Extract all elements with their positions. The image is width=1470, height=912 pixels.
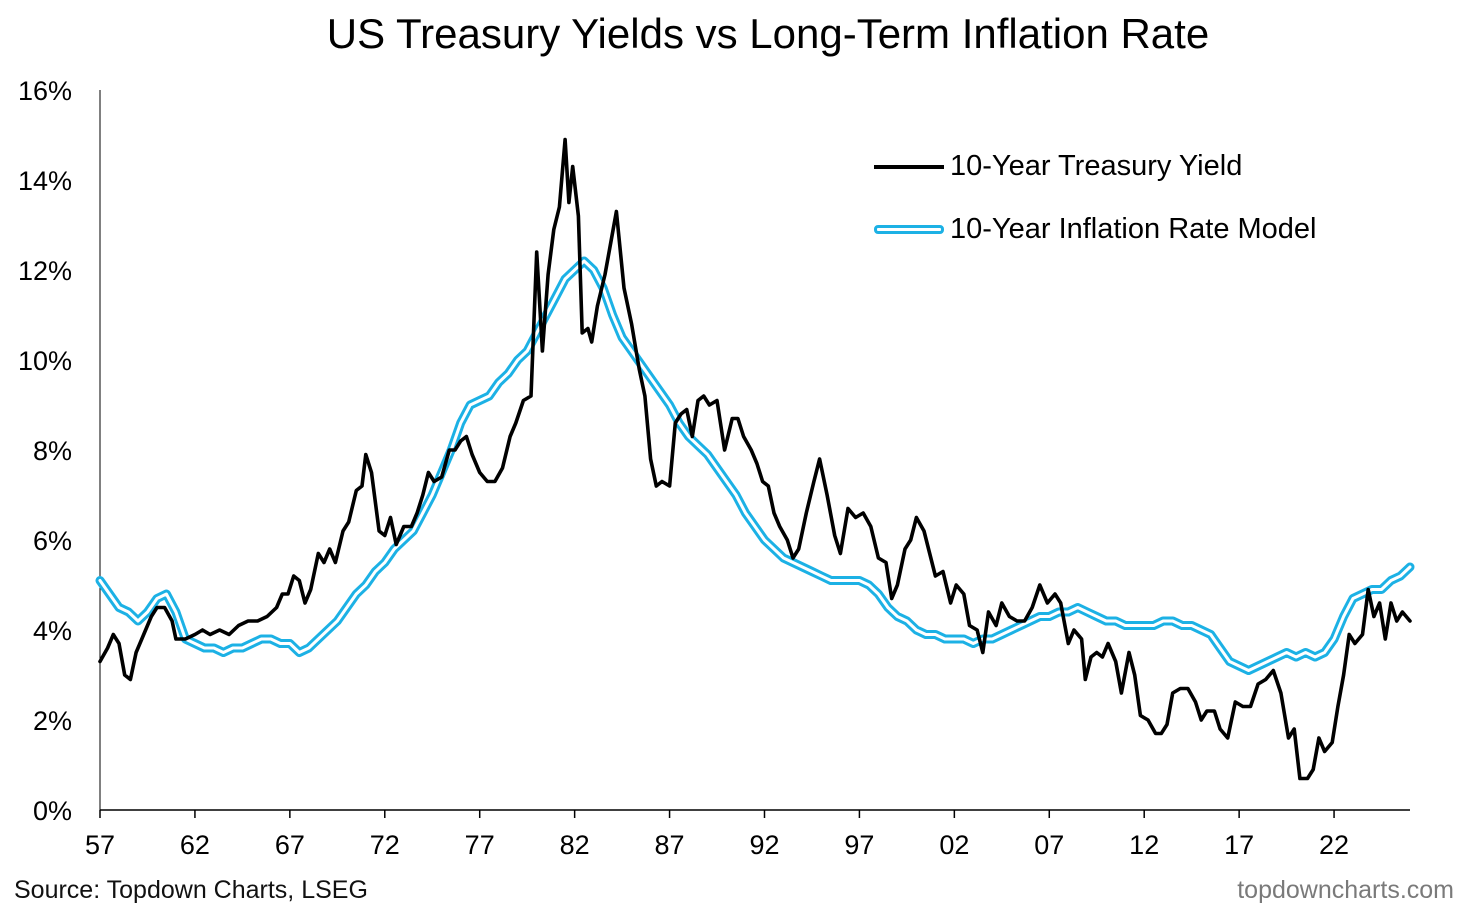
legend-item-yield: 10-Year Treasury Yield — [874, 150, 1242, 183]
series-layer — [95, 137, 1415, 781]
x-tick-label: 02 — [939, 830, 969, 860]
y-tick-label: 12% — [18, 256, 72, 286]
legend-swatch-inflation — [874, 225, 944, 234]
series-line-treasury-yield — [98, 137, 1412, 781]
x-tick-label: 97 — [844, 830, 874, 860]
y-tick-label: 0% — [33, 796, 72, 826]
legend-label-inflation: 10-Year Inflation Rate Model — [950, 213, 1317, 245]
y-tick-label: 2% — [33, 706, 72, 736]
series-line-inflation-model-inner — [98, 259, 1412, 672]
y-tick-label: 4% — [33, 616, 72, 646]
x-tick-label: 22 — [1319, 830, 1349, 860]
legend-item-inflation: 10-Year Inflation Rate Model — [874, 213, 1317, 246]
y-tick-label: 16% — [18, 76, 72, 106]
legend-label-yield: 10-Year Treasury Yield — [950, 150, 1243, 182]
x-tick-label: 77 — [465, 830, 495, 860]
y-tick-label: 6% — [33, 526, 72, 556]
chart-title: US Treasury Yields vs Long-Term Inflatio… — [326, 10, 1210, 57]
x-tick-label: 92 — [749, 830, 779, 860]
legend-swatch-yield — [874, 164, 944, 169]
x-tick-label: 17 — [1224, 830, 1254, 860]
x-tick-label: 57 — [85, 830, 115, 860]
watermark: topdowncharts.com — [1237, 876, 1454, 904]
source-note: Source: Topdown Charts, LSEG — [14, 876, 368, 904]
x-tick-label: 62 — [180, 830, 210, 860]
x-tick-label: 72 — [370, 830, 400, 860]
y-axis-ticks: 0% 2% 4% 6% 8% 10% 12% 14% 16% — [18, 76, 72, 826]
x-tick-label: 82 — [560, 830, 590, 860]
y-tick-label: 14% — [18, 166, 72, 196]
series-line-inflation-model — [95, 256, 1415, 675]
x-tick-label: 07 — [1034, 830, 1064, 860]
x-axis-ticks: 57 62 67 72 77 82 87 92 97 02 07 12 17 22 — [85, 810, 1349, 860]
y-tick-label: 8% — [33, 436, 72, 466]
x-tick-label: 87 — [655, 830, 685, 860]
y-tick-label: 10% — [18, 346, 72, 376]
x-tick-label: 67 — [275, 830, 305, 860]
x-tick-label: 12 — [1129, 830, 1159, 860]
